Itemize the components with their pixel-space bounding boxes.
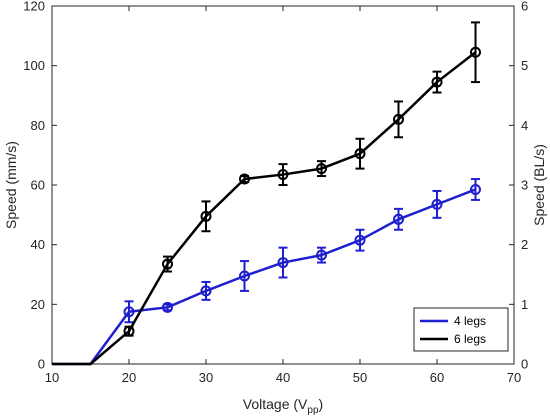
y-tick-label: 40 [31,237,45,252]
y-axis-title: Speed (mm/s) [3,141,19,229]
x-tick-label: 60 [430,370,444,385]
y-tick-label: 100 [23,58,45,73]
right-y-tick-label: 6 [521,0,528,14]
right-y-tick-label: 2 [521,237,528,252]
legend-label: 6 legs [454,332,486,346]
legend: 4 legs 6 legs [414,308,508,351]
x-tick-label: 20 [122,370,136,385]
x-tick-label: 70 [507,370,521,385]
x-axis-title: Voltage (Vpp) [243,396,323,416]
x-tick-label: 50 [353,370,367,385]
x-tick-label: 10 [45,370,59,385]
x-tick-label: 30 [199,370,213,385]
x-axis-title-main: Voltage (V [243,396,308,412]
right-y-tick-label: 4 [521,118,528,133]
right-y-tick-label: 3 [521,178,528,193]
right-y-tick-label: 0 [521,357,528,372]
legend-label: 4 legs [454,314,486,328]
y-tick-label: 80 [31,118,45,133]
y-tick-label: 120 [23,0,45,14]
right-y-tick-label: 5 [521,58,528,73]
right-y-axis-title: Speed (BL/s) [531,144,547,226]
x-axis-title-subscript: pp [307,405,319,416]
x-axis-title-close: ) [319,396,324,412]
y-tick-label: 20 [31,297,45,312]
y-tick-label: 60 [31,178,45,193]
x-tick-label: 40 [276,370,290,385]
right-y-tick-label: 1 [521,297,528,312]
